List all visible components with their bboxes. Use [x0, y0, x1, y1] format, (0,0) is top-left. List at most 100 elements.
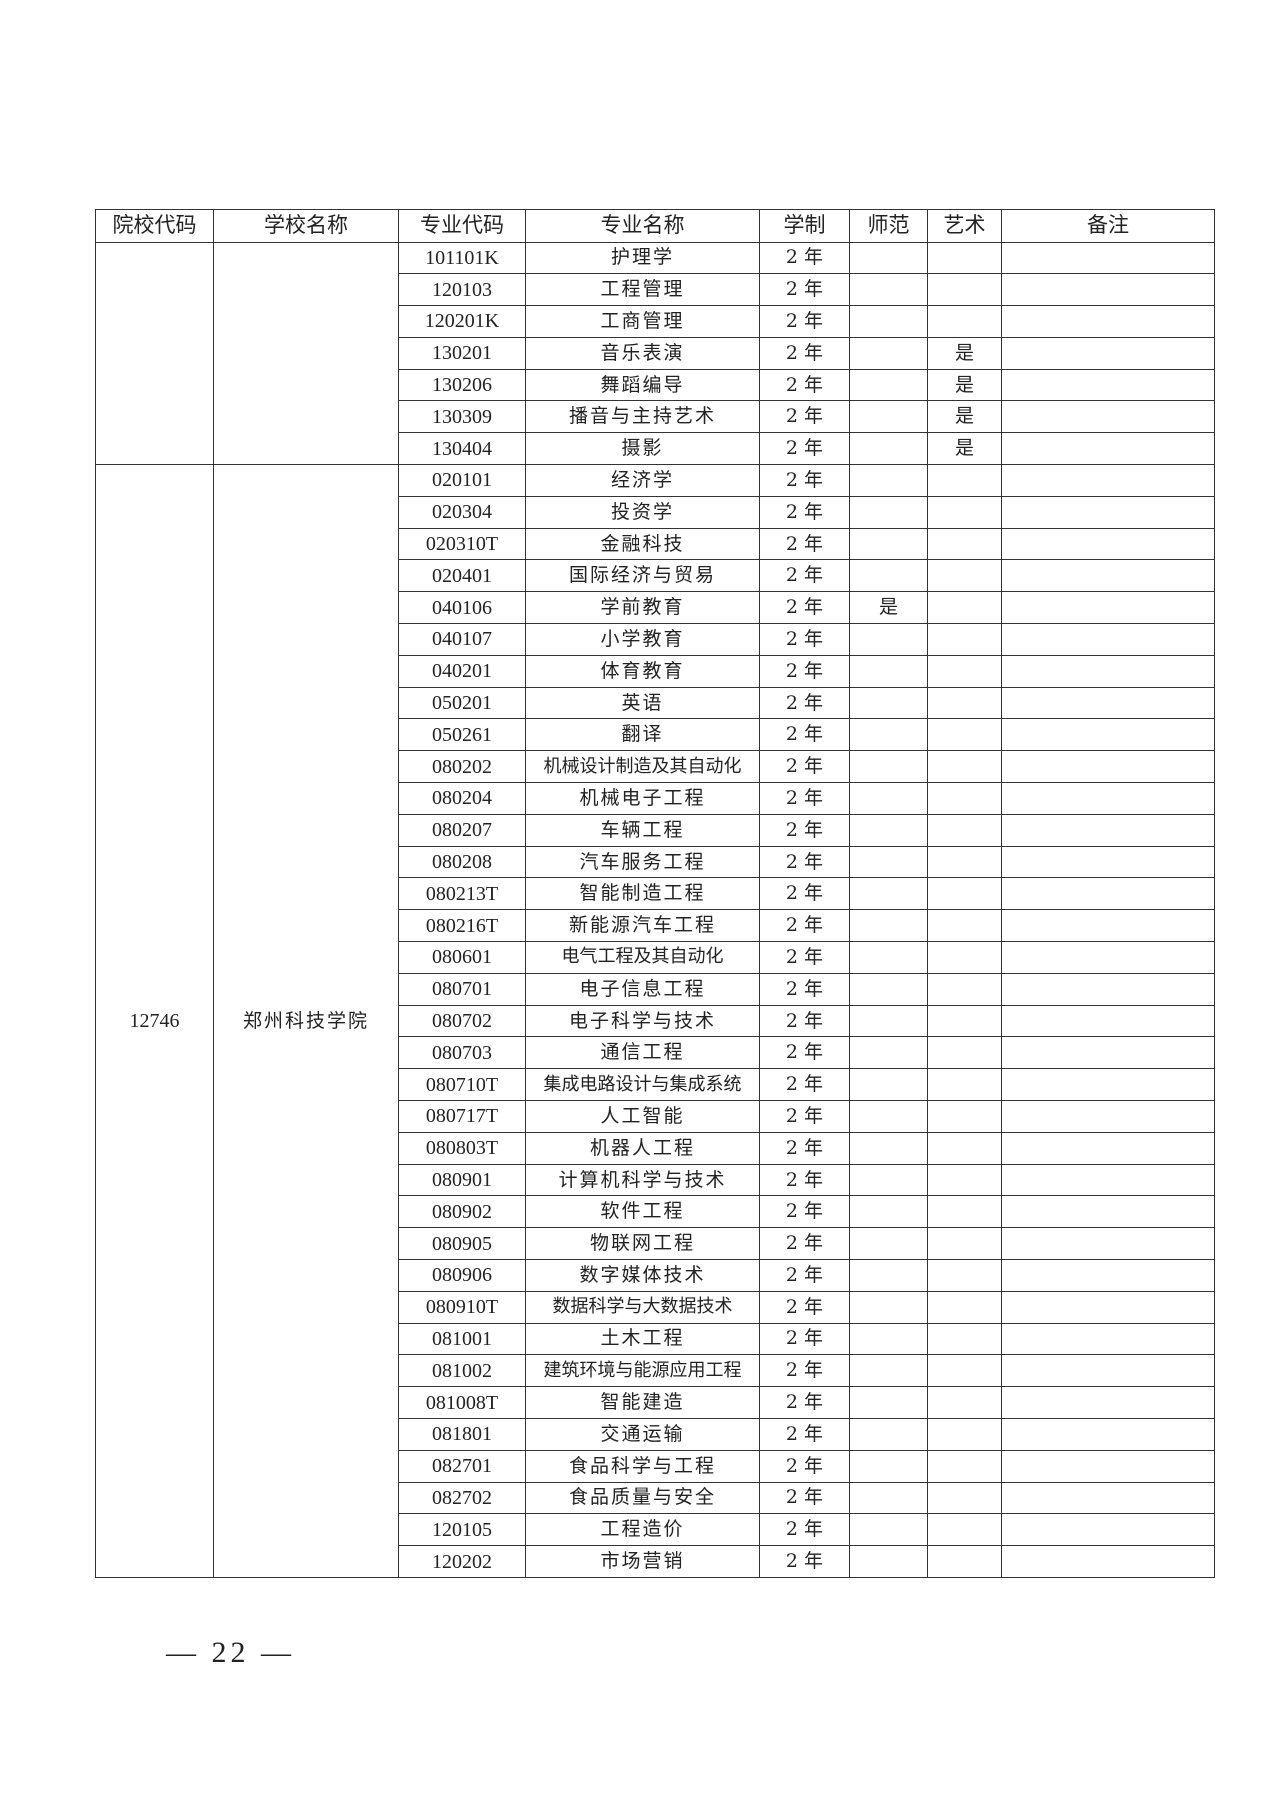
remarks [1001, 941, 1215, 974]
major-name: 金融科技 [525, 527, 760, 561]
major-name: 新能源汽车工程 [525, 909, 760, 943]
major-name: 舞蹈编导 [525, 368, 760, 402]
normal-flag [849, 1417, 928, 1451]
header-remarks: 备注 [1001, 209, 1215, 243]
art-flag [927, 782, 1002, 815]
major-code: 040201 [398, 654, 526, 688]
remarks [1001, 1386, 1215, 1419]
duration: 2 年 [759, 241, 850, 275]
art-flag [927, 718, 1002, 752]
duration: 2 年 [759, 400, 850, 434]
art-flag [927, 1131, 1002, 1165]
art-flag [927, 1259, 1002, 1292]
table-row: 101101K 护理学 2 年 [95, 241, 1215, 466]
major-code: 080207 [398, 813, 526, 847]
duration: 2 年 [759, 273, 850, 307]
duration: 2 年 [759, 591, 850, 625]
major-name: 摄影 [525, 432, 760, 466]
normal-flag [849, 527, 928, 561]
duration: 2 年 [759, 527, 850, 561]
normal-flag [849, 368, 928, 402]
normal-flag [849, 1195, 928, 1229]
table-header-row: 院校代码 学校名称 专业代码 专业名称 学制 师范 艺术 备注 [95, 209, 1215, 243]
major-code: 080717T [398, 1100, 526, 1133]
major-code: 130404 [398, 432, 526, 466]
normal-flag [849, 1513, 928, 1547]
normal-flag [849, 1545, 928, 1578]
remarks [1001, 750, 1215, 784]
normal-flag [849, 1036, 928, 1070]
normal-flag [849, 1100, 928, 1133]
normal-flag [849, 305, 928, 338]
art-flag [927, 241, 1002, 275]
normal-flag [849, 1163, 928, 1197]
major-code: 080216T [398, 909, 526, 943]
remarks [1001, 1290, 1215, 1324]
major-code: 120202 [398, 1545, 526, 1578]
remarks [1001, 1068, 1215, 1102]
table-row: 080901 计算机科学与技术 2 年 [96, 1163, 1215, 1197]
header-major-code: 专业代码 [398, 209, 526, 243]
remarks [1001, 1131, 1215, 1165]
duration: 2 年 [759, 1259, 850, 1292]
duration: 2 年 [759, 686, 850, 720]
remarks [1001, 782, 1215, 815]
major-name: 市场营销 [525, 1545, 760, 1578]
major-name: 护理学 [525, 241, 760, 275]
table-row: 080202 机械设计制造及其自动化 2 年 [96, 750, 1215, 784]
major-name: 电气工程及其自动化 [525, 941, 760, 974]
major-name: 机器人工程 [525, 1131, 760, 1165]
major-code: 130206 [398, 368, 526, 402]
duration: 2 年 [759, 718, 850, 752]
major-code: 080204 [398, 782, 526, 815]
normal-flag [849, 464, 928, 497]
normal-flag: 是 [849, 591, 928, 625]
header-art: 艺术 [927, 209, 1002, 243]
normal-flag [849, 941, 928, 974]
table-row: 120202 市场营销 2 年 [96, 1545, 1215, 1578]
art-flag [927, 591, 1002, 625]
remarks [1001, 1481, 1215, 1515]
duration: 2 年 [759, 1163, 850, 1197]
duration: 2 年 [759, 845, 850, 879]
duration: 2 年 [759, 1322, 850, 1356]
art-flag: 是 [927, 368, 1002, 402]
normal-flag [849, 623, 928, 656]
normal-flag [849, 1354, 928, 1388]
duration: 2 年 [759, 1513, 850, 1547]
normal-flag [849, 972, 928, 1006]
major-name: 食品质量与安全 [525, 1481, 760, 1515]
table-row: 020304 投资学 2 年 [96, 495, 1215, 529]
table-row: 040201 体育教育 2 年 [96, 654, 1215, 688]
normal-flag [849, 877, 928, 911]
major-code: 130309 [398, 400, 526, 434]
table-row: 080710T 集成电路设计与集成系统 2 年 [96, 1068, 1215, 1102]
major-name: 工程造价 [525, 1513, 760, 1547]
school-code-cell: 12746 [95, 464, 214, 1578]
normal-flag [849, 1131, 928, 1165]
major-name: 数据科学与大数据技术 [525, 1290, 760, 1324]
major-code: 081002 [398, 1354, 526, 1388]
art-flag [927, 1481, 1002, 1515]
art-flag [927, 972, 1002, 1006]
major-name: 学前教育 [525, 591, 760, 625]
duration: 2 年 [759, 1449, 850, 1483]
header-duration: 学制 [759, 209, 850, 243]
table-row: 080204 机械电子工程 2 年 [96, 782, 1215, 815]
normal-flag [849, 909, 928, 943]
major-name: 物联网工程 [525, 1227, 760, 1260]
major-name: 食品科学与工程 [525, 1449, 760, 1483]
normal-flag [849, 273, 928, 307]
major-name: 人工智能 [525, 1100, 760, 1133]
remarks [1001, 241, 1215, 275]
major-code: 080902 [398, 1195, 526, 1229]
table-row: 080717T 人工智能 2 年 [96, 1100, 1215, 1133]
major-name: 经济学 [525, 464, 760, 497]
major-code: 080202 [398, 750, 526, 784]
remarks [1001, 1322, 1215, 1356]
remarks [1001, 305, 1215, 338]
normal-flag [849, 718, 928, 752]
duration: 2 年 [759, 559, 850, 593]
table-row: 080208 汽车服务工程 2 年 [96, 845, 1215, 879]
remarks [1001, 1100, 1215, 1133]
